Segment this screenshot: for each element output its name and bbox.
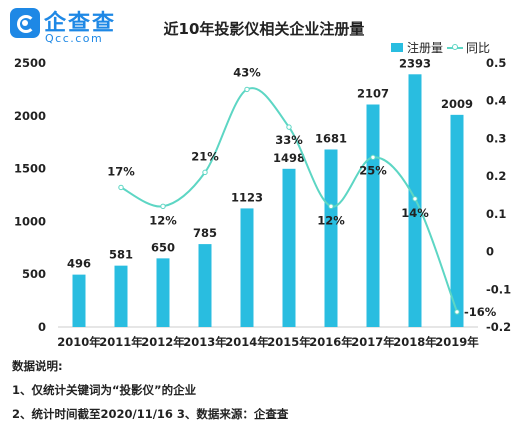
yoy-value-label: 33% bbox=[275, 133, 303, 147]
chart-legend: 注册量 同比 bbox=[390, 39, 490, 56]
x-tick-label: 2015年 bbox=[267, 335, 311, 349]
yoy-point bbox=[160, 203, 166, 210]
x-tick-label: 2012年 bbox=[141, 335, 185, 349]
logo-icon bbox=[10, 8, 40, 38]
y-right-tick-label: 0.3 bbox=[486, 131, 506, 145]
x-tick-label: 2011年 bbox=[99, 335, 143, 349]
yoy-point bbox=[412, 196, 418, 202]
legend-line-label: 同比 bbox=[465, 41, 490, 55]
x-tick-label: 2016年 bbox=[309, 335, 353, 349]
x-tick-label: 2018年 bbox=[393, 335, 437, 349]
bar bbox=[198, 244, 212, 327]
yoy-point bbox=[118, 184, 124, 191]
data-notes: 数据说明: 1、仅统计关键词为“投影仪”的企业 2、统计时间截至2020/11/… bbox=[12, 354, 288, 426]
yoy-point bbox=[370, 154, 376, 160]
notes-line-2: 2、统计时间截至2020/11/16 3、数据来源：企查查 bbox=[12, 407, 289, 421]
y-right-tick-label: -0.2 bbox=[486, 320, 511, 334]
yoy-value-label: 25% bbox=[359, 163, 387, 177]
x-tick-label: 2010年 bbox=[57, 335, 101, 349]
bar bbox=[72, 274, 86, 327]
yoy-point bbox=[454, 309, 460, 315]
bar-value-label: 1123 bbox=[231, 190, 263, 204]
yoy-point bbox=[202, 169, 208, 176]
y-right-tick-label: 0.1 bbox=[486, 207, 506, 221]
bar bbox=[450, 114, 464, 327]
yoy-point bbox=[244, 86, 250, 93]
legend-bar-label: 注册量 bbox=[406, 41, 443, 55]
y-right-tick-label: -0.1 bbox=[486, 282, 511, 296]
y-right-tick-label: 0.2 bbox=[486, 169, 506, 183]
bar bbox=[366, 104, 380, 328]
y-right-tick-label: 0 bbox=[486, 245, 494, 259]
yoy-point bbox=[328, 203, 334, 210]
yoy-value-label: 12% bbox=[317, 213, 345, 227]
y-left-tick-label: 2500 bbox=[14, 56, 46, 70]
bar-value-label: 650 bbox=[151, 240, 175, 254]
bar bbox=[324, 149, 338, 327]
yoy-value-label: -16% bbox=[464, 305, 497, 319]
yoy-value-label: 43% bbox=[233, 65, 261, 79]
x-tick-label: 2014年 bbox=[225, 335, 269, 349]
y-left-tick-label: 0 bbox=[38, 320, 46, 334]
bar-value-label: 581 bbox=[109, 248, 133, 262]
yoy-value-label: 17% bbox=[107, 164, 135, 178]
yoy-point bbox=[286, 124, 292, 130]
bar bbox=[156, 258, 170, 327]
x-tick-label: 2019年 bbox=[435, 335, 479, 349]
bar-value-label: 2009 bbox=[441, 97, 473, 111]
notes-heading: 数据说明: bbox=[12, 359, 63, 373]
x-tick-label: 2013年 bbox=[183, 335, 227, 349]
legend-line-swatch bbox=[446, 43, 463, 50]
yoy-value-label: 21% bbox=[191, 149, 219, 163]
bar-value-label: 2393 bbox=[399, 56, 431, 70]
bar-value-label: 1681 bbox=[315, 131, 347, 145]
yoy-line bbox=[120, 87, 458, 313]
yoy-value-label: 12% bbox=[149, 213, 177, 227]
bar bbox=[114, 265, 128, 327]
y-right-tick-label: 0.4 bbox=[486, 94, 506, 108]
bar bbox=[240, 208, 254, 327]
notes-line-1: 1、仅统计关键词为“投影仪”的企业 bbox=[12, 383, 197, 397]
logo-text: 企查查 bbox=[44, 11, 117, 36]
bar bbox=[282, 168, 296, 327]
chart-title: 近10年投影仪相关企业注册量 bbox=[163, 20, 365, 38]
bar-value-label: 1498 bbox=[273, 151, 305, 165]
bar-value-label: 785 bbox=[193, 226, 217, 240]
x-tick-label: 2017年 bbox=[351, 335, 395, 349]
bar-value-label: 496 bbox=[67, 257, 91, 271]
logo-subtext: Qcc.com bbox=[45, 32, 104, 45]
yoy-value-label: 14% bbox=[401, 206, 429, 220]
y-right-tick-label: 0.5 bbox=[486, 56, 506, 70]
y-left-tick-label: 2000 bbox=[14, 109, 46, 123]
y-left-tick-label: 1000 bbox=[14, 214, 46, 228]
bar-value-label: 2107 bbox=[357, 87, 389, 101]
y-left-tick-label: 500 bbox=[22, 267, 46, 281]
legend-bar-swatch bbox=[390, 43, 403, 52]
logo: 企查查 Qcc.com bbox=[10, 8, 130, 48]
y-left-tick-label: 1500 bbox=[14, 162, 46, 176]
